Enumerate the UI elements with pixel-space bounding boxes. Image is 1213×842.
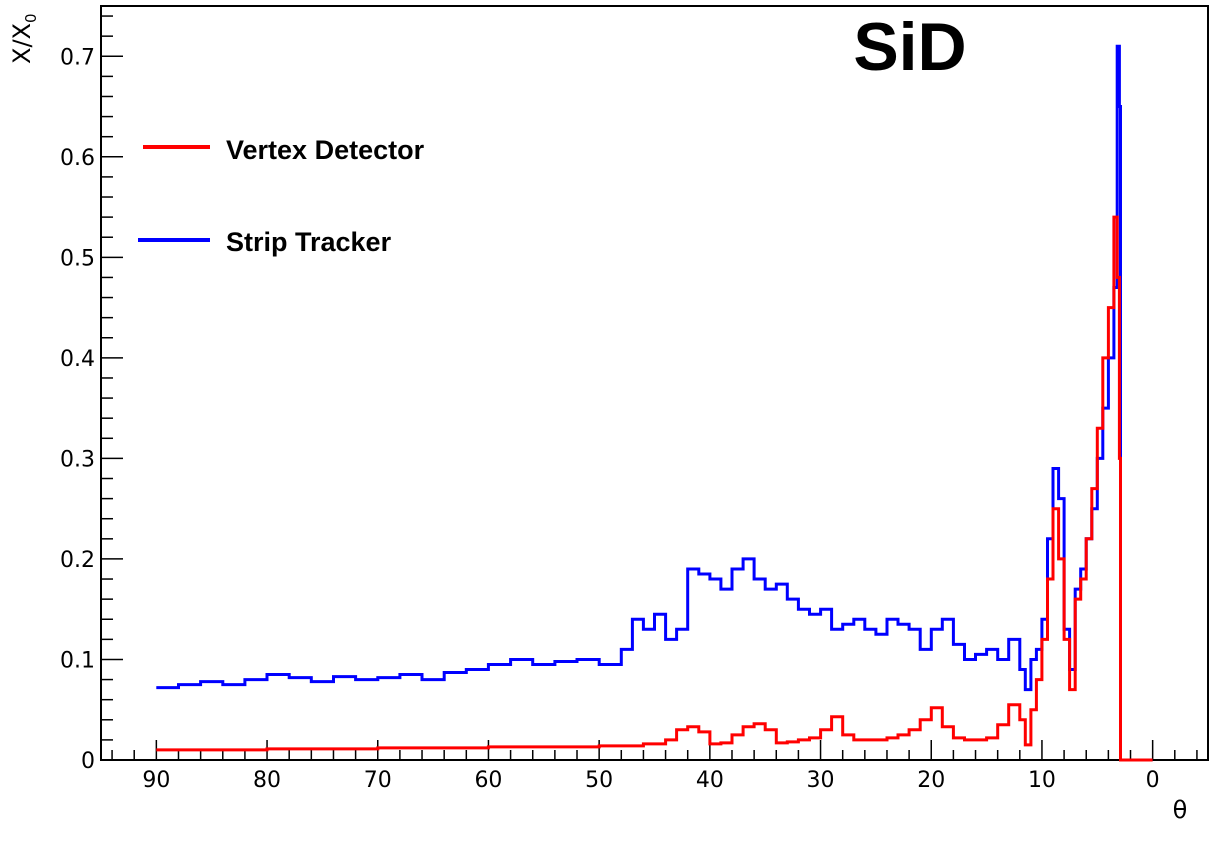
legend-label-strip-tracker: Strip Tracker [226,227,392,257]
series-layer [156,44,1153,762]
x-tick-label: 40 [696,768,724,793]
legend: Vertex Detector Strip Tracker [138,135,425,257]
x-tick-label: 0 [1146,768,1160,793]
x-tick-label: 30 [807,768,835,793]
y-tick-label: 0.2 [60,548,95,573]
brand-label: SiD [853,9,966,85]
x-axis-title: θ [1173,796,1188,824]
x-tick-label: 10 [1028,768,1056,793]
y-tick-label: 0.5 [60,246,95,271]
x-tick-label: 80 [253,768,281,793]
y-tick-label: 0.7 [60,45,95,70]
y-tick-label: 0.3 [60,447,95,472]
x-tick-label: 50 [585,768,613,793]
x-tick-label: 60 [474,768,502,793]
plot-frame [100,5,1209,761]
x-axis: 90 80 70 60 50 40 30 20 10 0 [111,740,1198,793]
series-line-vertex-detector [156,215,1153,762]
y-axis-title: X/X0 [8,13,40,64]
y-tick-label: 0.6 [60,146,95,171]
x-tick-label: 70 [364,768,392,793]
x-tick-label: 90 [142,768,170,793]
y-axis: 0 0.1 0.2 0.3 0.4 0.5 0.6 0.7 [60,15,123,774]
legend-label-vertex-detector: Vertex Detector [226,135,425,165]
y-axis-title-main: X/X [8,23,36,64]
y-tick-label: 0 [81,749,95,774]
y-tick-label: 0.1 [60,648,95,673]
y-axis-title-subscript: 0 [22,13,40,23]
y-tick-label: 0.4 [60,347,95,372]
x-tick-label: 20 [917,768,945,793]
